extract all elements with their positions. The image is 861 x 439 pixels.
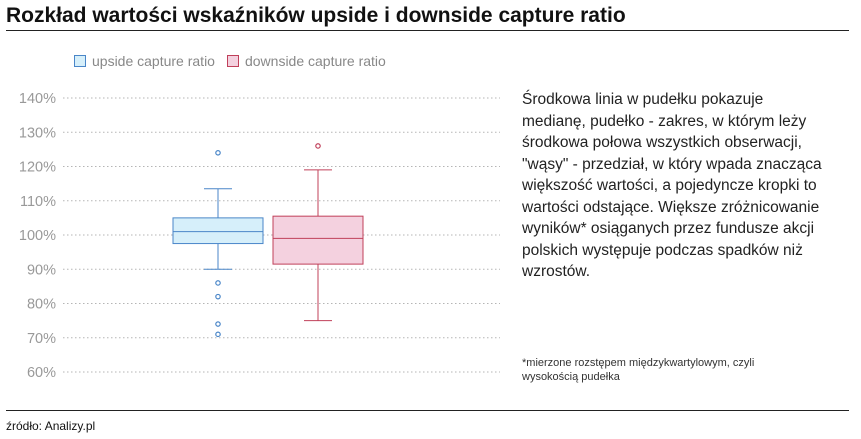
legend-item-upside: upside capture ratio: [74, 53, 215, 69]
y-tick-label: 60%: [27, 365, 56, 381]
y-tick-label: 100%: [19, 228, 56, 244]
outlier-point-upside: [215, 150, 221, 156]
outlier-point-upside: [215, 321, 221, 327]
chart-title: Rozkład wartości wskaźników upside i dow…: [6, 4, 626, 27]
outlier-point-upside: [215, 293, 221, 300]
legend-label-downside: downside capture ratio: [244, 53, 386, 69]
footer-divider: [6, 410, 849, 411]
y-tick-label: 70%: [27, 331, 56, 347]
chart-footnote: *mierzone rozstępem międzykwartylowym, c…: [522, 357, 755, 383]
y-tick-label: 90%: [27, 262, 56, 278]
legend-swatch-upside: [74, 55, 86, 67]
y-tick-label: 140%: [19, 91, 56, 107]
title-divider: [6, 30, 849, 31]
y-tick-label: 80%: [27, 297, 56, 313]
outlier-point-downside: [315, 143, 321, 149]
y-tick-label: 110%: [20, 194, 56, 210]
source-note: źródło: Analizy.pl: [6, 419, 96, 433]
outlier-point-upside: [215, 331, 221, 338]
legend: upside capture ratio downside capture ra…: [74, 53, 398, 69]
chart-description: Środkowa linia w pudełku pokazuje median…: [522, 91, 822, 280]
y-tick-label: 130%: [19, 125, 56, 141]
y-tick-label: 120%: [19, 160, 56, 176]
legend-item-downside: downside capture ratio: [226, 53, 386, 69]
box-upside: [172, 217, 264, 245]
legend-swatch-downside: [226, 55, 239, 67]
box-downside: [272, 215, 364, 265]
outlier-point-upside: [215, 280, 221, 286]
legend-label-upside: upside capture ratio: [92, 53, 215, 69]
